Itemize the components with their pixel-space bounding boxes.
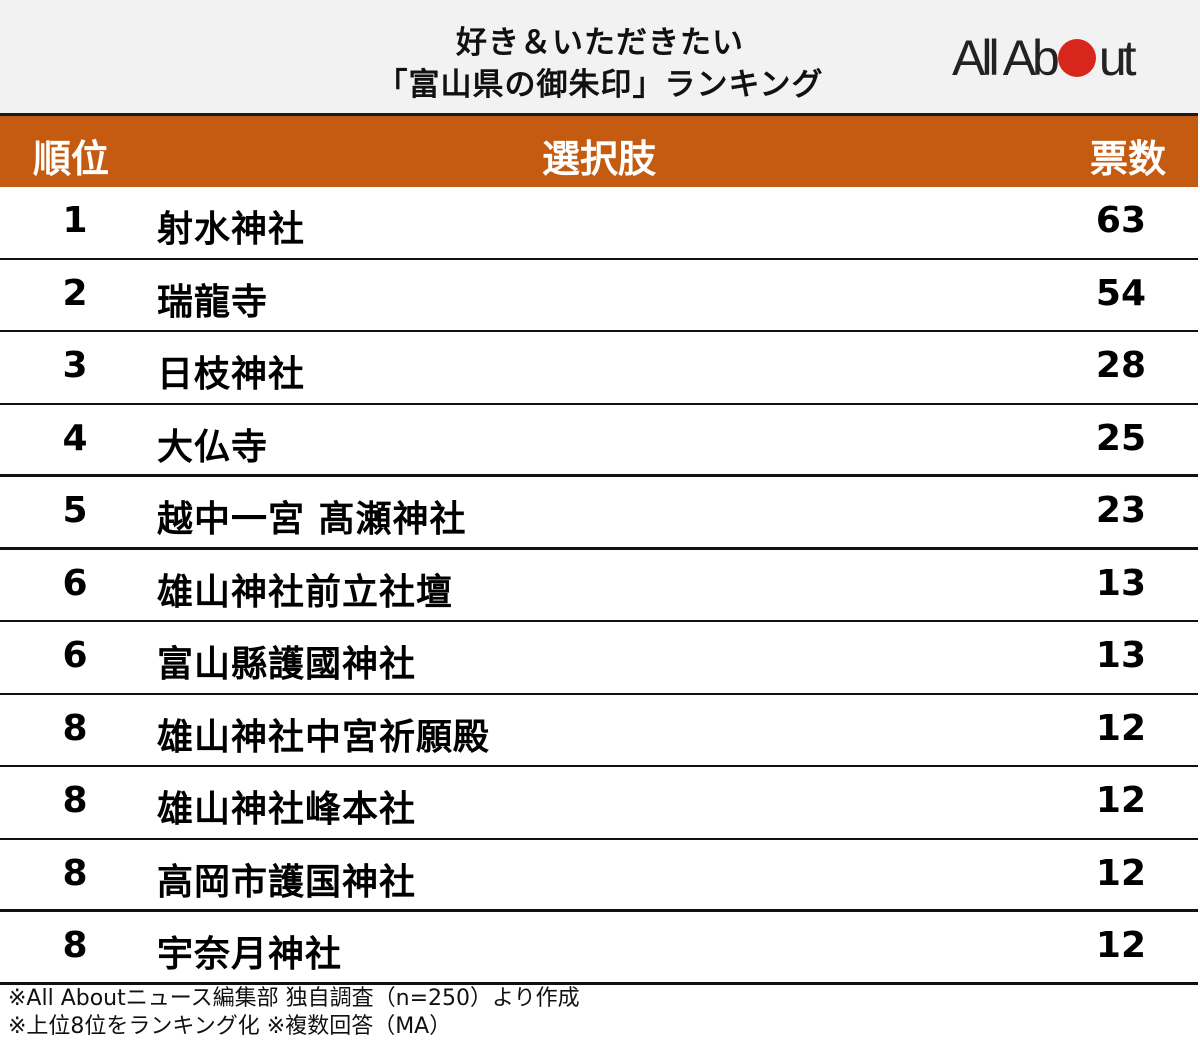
rank-cell: 8 <box>62 707 88 749</box>
column-header-rank: 順位 <box>33 137 110 181</box>
votes-cell: 25 <box>1095 417 1146 459</box>
table-row: 8 宇奈月神社 12 <box>0 912 1198 985</box>
logo-text-start: All Ab <box>952 30 1060 86</box>
rank-cell: 4 <box>62 417 88 459</box>
footnote-method: ※上位8位をランキング化 ※複数回答（MA） <box>8 1014 452 1039</box>
rank-cell: 2 <box>62 272 88 314</box>
votes-cell: 23 <box>1095 490 1146 531</box>
choice-cell: 宇奈月神社 <box>157 934 343 975</box>
footnote-source: ※All Aboutニュース編集部 独自調査（n=250）より作成 <box>8 986 580 1011</box>
choice-cell: 越中一宮 髙瀬神社 <box>157 499 467 540</box>
choice-cell: 大仏寺 <box>157 426 269 468</box>
votes-cell: 12 <box>1095 780 1146 821</box>
choice-cell: 富山縣護國神社 <box>157 644 417 685</box>
votes-cell: 12 <box>1095 925 1146 966</box>
title-line-1: 好き＆いただきたい <box>456 25 744 61</box>
votes-cell: 12 <box>1095 852 1146 894</box>
votes-cell: 13 <box>1095 562 1146 604</box>
table-row: 8 雄山神社中宮祈願殿 12 <box>0 695 1198 767</box>
rank-cell: 6 <box>62 635 88 676</box>
rank-cell: 1 <box>62 200 88 241</box>
votes-cell: 12 <box>1095 707 1146 749</box>
title-area: 好き＆いただきたい 「富山県の御朱印」ランキング All Ab ut <box>0 0 1200 113</box>
choice-cell: 雄山神社前立社壇 <box>157 571 454 613</box>
table-row: 1 射水神社 63 <box>0 187 1198 260</box>
rank-cell: 6 <box>62 562 88 604</box>
rank-cell: 5 <box>62 490 88 531</box>
choice-cell: 瑞龍寺 <box>157 281 269 323</box>
footnotes: ※All Aboutニュース編集部 独自調査（n=250）より作成 ※上位8位を… <box>8 985 580 1041</box>
choice-cell: 射水神社 <box>157 209 306 250</box>
title-line-2: 「富山県の御朱印」ランキング <box>376 67 824 103</box>
votes-cell: 28 <box>1095 345 1146 386</box>
choice-cell: 日枝神社 <box>157 354 306 395</box>
allabout-logo: All Ab ut <box>952 30 1172 86</box>
table-row: 3 日枝神社 28 <box>0 332 1198 405</box>
rank-cell: 3 <box>62 345 88 386</box>
rank-cell: 8 <box>62 780 88 821</box>
logo-text-end: ut <box>1098 30 1137 86</box>
table-row: 8 雄山神社峰本社 12 <box>0 767 1198 840</box>
table-row: 8 高岡市護国神社 12 <box>0 840 1198 912</box>
choice-cell: 雄山神社峰本社 <box>157 789 417 830</box>
table-row: 4 大仏寺 25 <box>0 405 1198 477</box>
votes-cell: 13 <box>1095 635 1146 676</box>
rank-cell: 8 <box>62 925 88 966</box>
table-row: 6 富山縣護國神社 13 <box>0 622 1198 695</box>
votes-cell: 63 <box>1095 200 1146 241</box>
ranking-table: 順位 選択肢 票数 1 射水神社 63 2 瑞龍寺 54 3 日枝神社 28 4… <box>0 113 1198 985</box>
table-row: 2 瑞龍寺 54 <box>0 260 1198 332</box>
logo-red-dot-icon <box>1057 39 1096 77</box>
table-row: 6 雄山神社前立社壇 13 <box>0 550 1198 622</box>
column-header-votes: 票数 <box>1089 137 1166 181</box>
choice-cell: 雄山神社中宮祈願殿 <box>157 716 491 758</box>
votes-cell: 54 <box>1095 272 1146 314</box>
rank-cell: 8 <box>62 852 88 894</box>
table-header: 順位 選択肢 票数 <box>0 113 1198 187</box>
choice-cell: 高岡市護国神社 <box>157 861 417 903</box>
page-title: 好き＆いただきたい 「富山県の御朱印」ランキング <box>300 22 900 106</box>
column-header-choice: 選択肢 <box>541 137 656 181</box>
table-row: 5 越中一宮 髙瀬神社 23 <box>0 477 1198 550</box>
